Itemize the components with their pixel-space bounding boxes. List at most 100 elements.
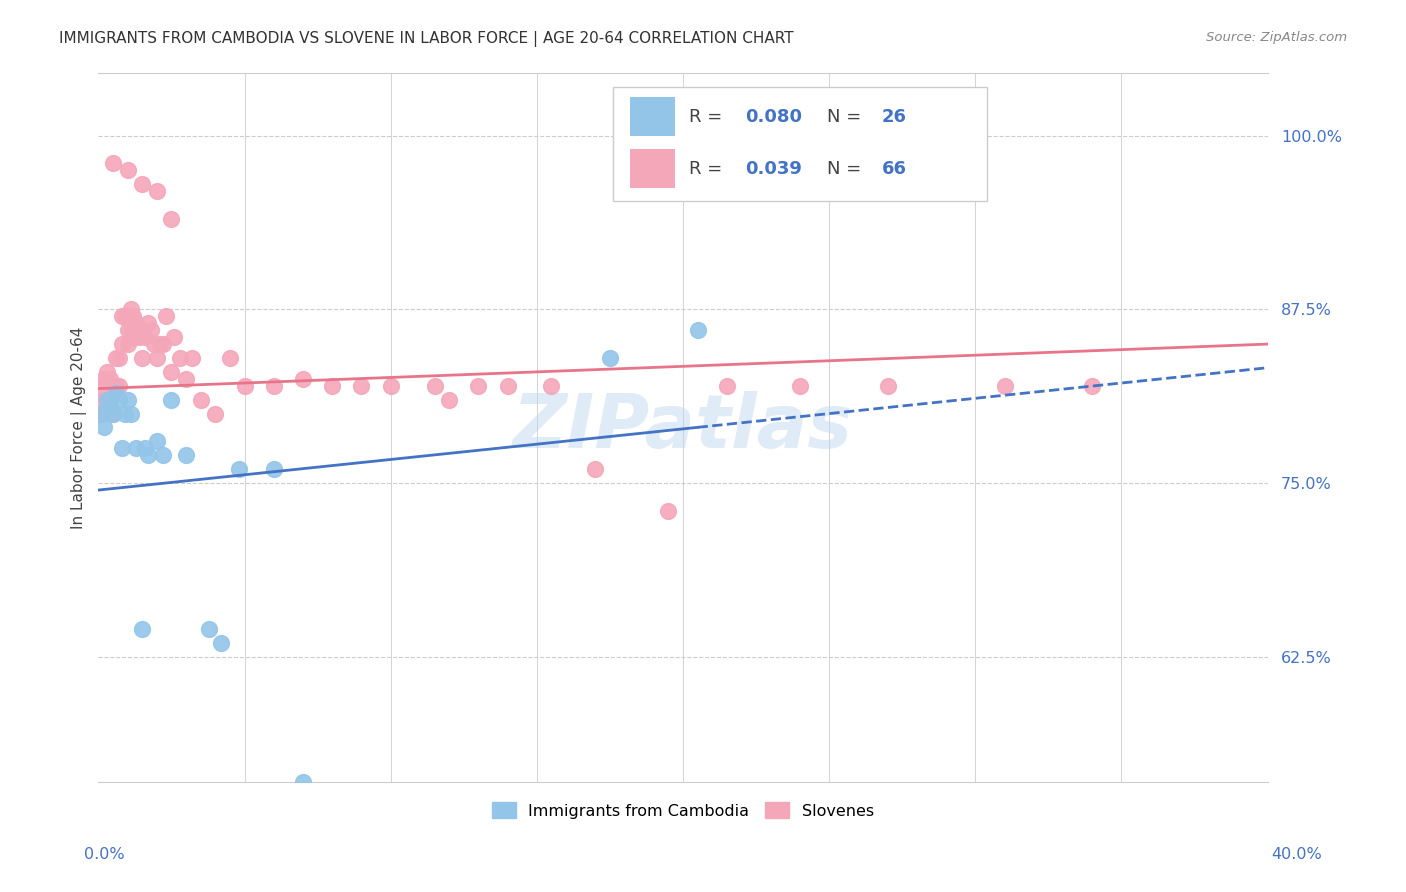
Point (131, 351, 153, 365)
Point (93, 392, 115, 407)
Point (98, 392, 121, 407)
Point (423, 378, 446, 392)
Text: R =: R = (689, 160, 728, 178)
Point (120, 407, 142, 421)
Point (96, 400, 118, 414)
Point (125, 442, 148, 456)
Point (120, 302, 142, 317)
Point (146, 184, 169, 198)
Text: 0.039: 0.039 (745, 160, 801, 178)
Point (540, 378, 562, 392)
Point (174, 448, 197, 462)
Point (125, 316, 148, 330)
Point (142, 337, 165, 351)
Point (90, 407, 112, 421)
Point (104, 378, 127, 392)
Point (496, 378, 519, 392)
Point (686, 323, 709, 337)
Point (114, 310, 136, 324)
FancyBboxPatch shape (630, 149, 675, 188)
Point (174, 372, 197, 386)
Point (108, 392, 131, 407)
Text: 26: 26 (882, 108, 907, 126)
Text: 0.080: 0.080 (745, 108, 801, 126)
Point (993, 378, 1015, 392)
Point (101, 378, 124, 392)
Point (108, 351, 131, 365)
Point (209, 636, 232, 650)
Legend: Immigrants from Cambodia, Slovenes: Immigrants from Cambodia, Slovenes (485, 796, 880, 825)
Point (716, 378, 738, 392)
Point (104, 385, 127, 400)
Point (204, 407, 226, 421)
Point (169, 351, 191, 365)
Point (111, 442, 134, 456)
Point (117, 392, 139, 407)
Point (111, 337, 134, 351)
Text: ZIPatlas: ZIPatlas (513, 391, 853, 464)
Point (263, 378, 285, 392)
Point (163, 330, 186, 344)
Point (120, 323, 142, 337)
Point (160, 211, 183, 226)
Y-axis label: In Labor Force | Age 20-64: In Labor Force | Age 20-64 (72, 326, 87, 529)
Point (96, 392, 118, 407)
Text: 40.0%: 40.0% (1271, 847, 1322, 862)
Text: N =: N = (827, 160, 866, 178)
Point (101, 407, 124, 421)
Point (136, 448, 159, 462)
Point (117, 337, 139, 351)
Point (117, 163, 139, 178)
Point (160, 365, 183, 379)
Point (219, 351, 242, 365)
Point (101, 156, 124, 170)
Point (228, 462, 250, 476)
Text: Source: ZipAtlas.com: Source: ZipAtlas.com (1206, 31, 1347, 45)
Point (101, 407, 124, 421)
Point (583, 462, 606, 476)
Point (134, 330, 156, 344)
Point (263, 462, 285, 476)
Point (1081, 378, 1104, 392)
Point (117, 323, 139, 337)
Point (90, 407, 112, 421)
Text: 0.0%: 0.0% (84, 847, 125, 862)
Point (111, 310, 134, 324)
Point (152, 448, 174, 462)
Point (233, 378, 256, 392)
Point (198, 622, 221, 636)
Point (131, 178, 153, 192)
Point (108, 378, 131, 392)
Point (128, 330, 150, 344)
Point (599, 351, 621, 365)
Text: 66: 66 (882, 160, 907, 178)
Point (93, 420, 115, 434)
Point (190, 392, 212, 407)
Point (155, 310, 177, 324)
Point (146, 351, 169, 365)
Point (131, 323, 153, 337)
Point (350, 378, 373, 392)
Point (93, 372, 115, 386)
Point (122, 330, 145, 344)
Point (291, 775, 314, 789)
Point (90, 378, 112, 392)
Text: IMMIGRANTS FROM CAMBODIA VS SLOVENE IN LABOR FORCE | AGE 20-64 CORRELATION CHART: IMMIGRANTS FROM CAMBODIA VS SLOVENE IN L… (59, 31, 793, 47)
Point (321, 378, 343, 392)
FancyBboxPatch shape (613, 87, 987, 201)
Point (122, 310, 145, 324)
Point (98, 372, 121, 386)
Point (437, 392, 460, 407)
Point (136, 316, 159, 330)
Point (467, 378, 489, 392)
Point (114, 407, 136, 421)
Point (146, 434, 169, 449)
FancyBboxPatch shape (630, 97, 675, 136)
Point (789, 378, 811, 392)
Point (139, 323, 162, 337)
Point (131, 622, 153, 636)
Point (876, 378, 898, 392)
Point (152, 337, 174, 351)
Text: R =: R = (689, 108, 728, 126)
Point (291, 372, 314, 386)
